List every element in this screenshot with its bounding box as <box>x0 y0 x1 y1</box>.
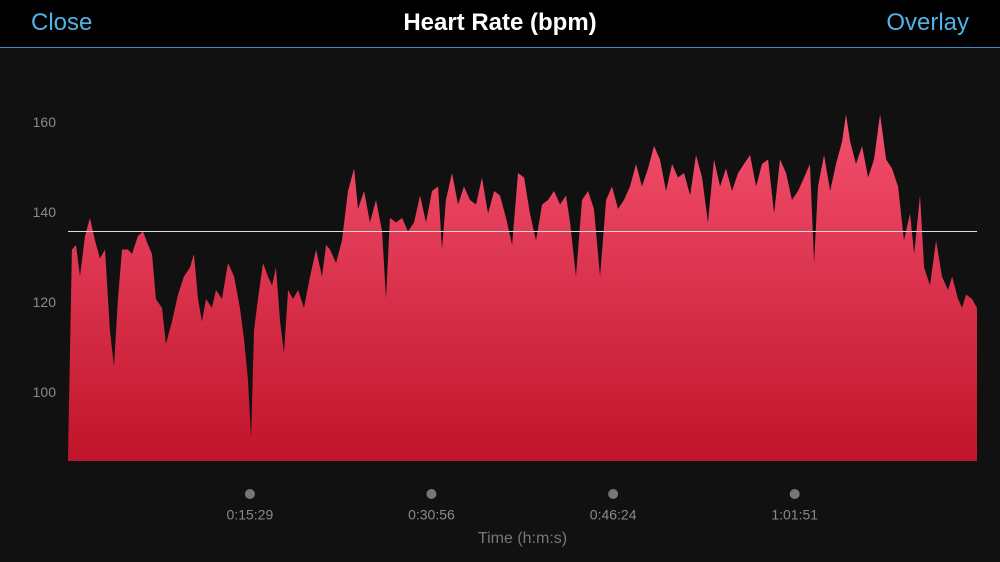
y-tick-label: 100 <box>33 384 57 400</box>
x-tick-dot <box>789 489 800 499</box>
heart-rate-area <box>68 114 977 461</box>
x-tick-label: 1:01:51 <box>771 507 818 523</box>
x-axis-label: Time (h:m:s) <box>478 530 567 547</box>
x-tick-label: 0:30:56 <box>408 507 455 523</box>
x-tick-dot <box>426 489 437 499</box>
y-tick-label: 160 <box>33 114 57 130</box>
x-tick-dot <box>244 489 255 499</box>
chart: 100 120 140 160 0:15:29 0:30:56 0:46:24 1:01:51… <box>33 114 977 547</box>
screen-title: Heart Rate (bpm) <box>403 9 597 36</box>
y-tick-label: 140 <box>33 204 57 220</box>
x-tick-dot <box>608 489 619 499</box>
x-tick-label: 0:15:29 <box>227 507 274 523</box>
overlay-button[interactable]: Overlay <box>886 9 969 36</box>
nav-bar: Heart Rate (bpm) Close Overlay <box>0 0 1000 48</box>
close-button[interactable]: Close <box>31 9 93 36</box>
y-tick-label: 120 <box>33 294 57 310</box>
x-tick-label: 0:46:24 <box>590 507 637 523</box>
